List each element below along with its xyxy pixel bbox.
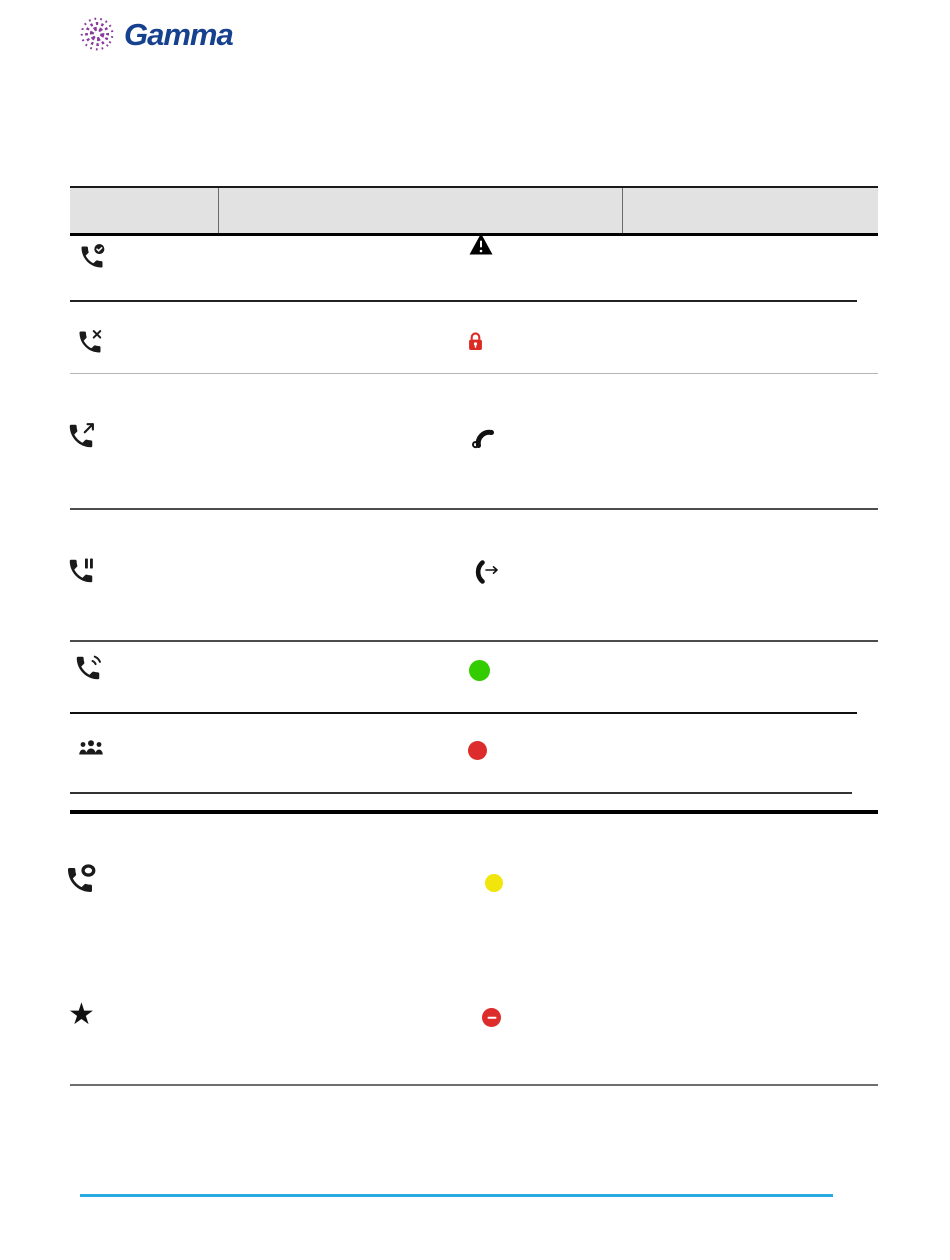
- row-divider: [70, 508, 878, 510]
- favourite-star-icon: ★: [68, 998, 95, 1031]
- phone-hold-icon: [66, 556, 96, 586]
- header-column-divider: [622, 188, 623, 233]
- warning-triangle-icon: [468, 232, 494, 256]
- status-dot-yellow: [485, 874, 503, 892]
- phone-active-icon: [64, 864, 96, 896]
- footer-rule: [80, 1194, 833, 1197]
- phone-ringing-icon: [73, 653, 103, 683]
- phone-outgoing-icon: [66, 421, 96, 451]
- row-divider: [70, 373, 878, 374]
- row-divider: [70, 792, 852, 794]
- handset-transfer-icon: [473, 560, 503, 584]
- phone-missed-icon: [76, 328, 104, 356]
- conference-people-icon: [78, 739, 104, 756]
- status-dot-red: [468, 741, 487, 760]
- dnd-minus-bar: [487, 1016, 496, 1019]
- phone-answered-icon: [78, 243, 106, 271]
- header-column-divider: [218, 188, 219, 233]
- table-top-border: [70, 186, 878, 188]
- header-bottom-border: [70, 233, 878, 236]
- table-header-row: [70, 188, 878, 233]
- brand-wordmark: Gamma: [124, 17, 234, 52]
- section-divider: [70, 810, 878, 814]
- padlock-icon: [467, 331, 484, 352]
- status-dot-green: [469, 660, 490, 681]
- table-bottom-border: [70, 1084, 878, 1086]
- row-divider: [70, 712, 857, 714]
- row-divider: [70, 640, 878, 642]
- row-divider: [70, 300, 857, 302]
- dotted-sphere-logo-icon: [76, 10, 122, 58]
- status-dot-dnd: [482, 1008, 501, 1027]
- handset-cord-icon: [470, 424, 496, 450]
